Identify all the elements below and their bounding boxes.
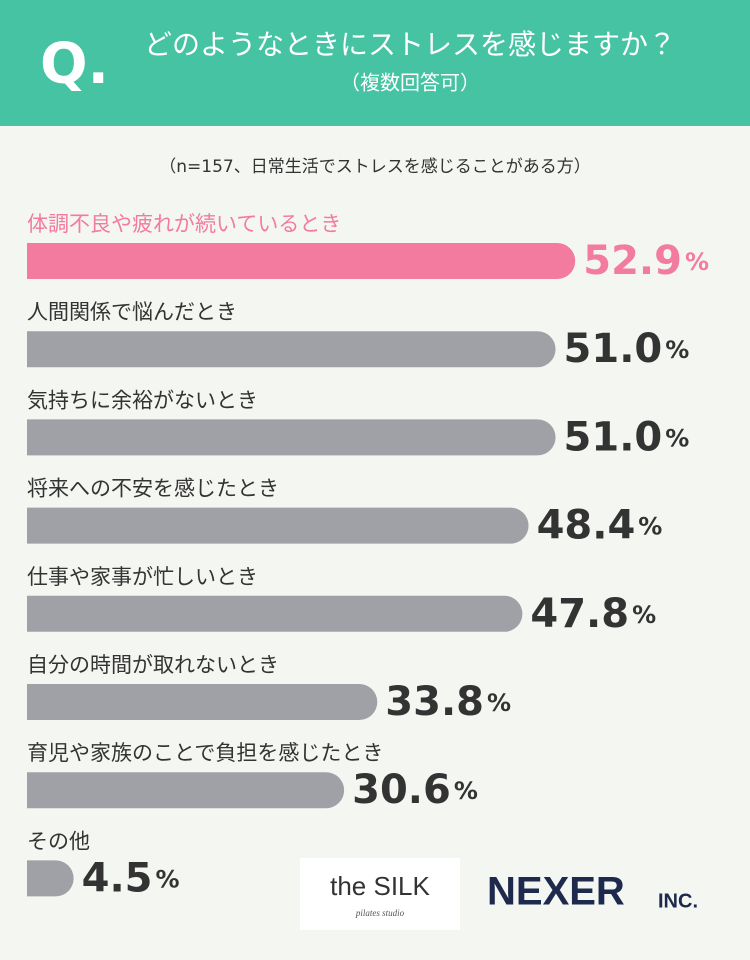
category-label: 体調不良や疲れが続いているとき bbox=[27, 212, 341, 236]
bar bbox=[27, 772, 345, 809]
nexer-logo: NEXER bbox=[487, 870, 625, 914]
value-number: 51.0 bbox=[564, 326, 663, 372]
value-number: 51.0 bbox=[564, 414, 663, 460]
bar bbox=[27, 595, 523, 632]
q-mark: Q. bbox=[40, 32, 109, 97]
category-label: 人間関係で悩んだとき bbox=[27, 300, 237, 324]
chart-subtitle: （複数回答可） bbox=[340, 71, 480, 95]
value-unit: % bbox=[638, 513, 662, 541]
bar bbox=[27, 243, 576, 279]
value-label: 33.8% bbox=[385, 679, 511, 725]
value-unit: % bbox=[665, 336, 689, 364]
nexer-suffix: INC. bbox=[658, 890, 698, 912]
value-unit: % bbox=[487, 689, 511, 717]
value-label: 47.8% bbox=[530, 591, 656, 637]
bar bbox=[27, 860, 74, 897]
value-unit: % bbox=[665, 424, 689, 452]
header bbox=[0, 0, 750, 126]
category-label: 自分の時間が取れないとき bbox=[27, 653, 279, 677]
value-label: 4.5% bbox=[82, 855, 180, 901]
value-label: 51.0% bbox=[564, 414, 690, 460]
category-label: 気持ちに余裕がないとき bbox=[27, 388, 258, 412]
value-number: 52.9 bbox=[583, 238, 682, 284]
value-unit: % bbox=[454, 777, 478, 805]
value-unit: % bbox=[155, 865, 179, 893]
silk-logo: the SILK bbox=[330, 871, 430, 901]
bar bbox=[27, 684, 378, 720]
value-number: 33.8 bbox=[385, 679, 484, 725]
value-label: 30.6% bbox=[352, 767, 478, 813]
note: （n=157、日常生活でストレスを感じることがある方） bbox=[159, 157, 590, 177]
value-number: 30.6 bbox=[352, 767, 451, 813]
category-label: その他 bbox=[27, 829, 90, 853]
bar bbox=[27, 507, 529, 544]
chart-title: どのようなときにストレスを感じますか？ bbox=[144, 28, 676, 61]
value-label: 52.9% bbox=[583, 238, 709, 284]
silk-logo-sub: pilates studio bbox=[355, 908, 405, 918]
silk-logo-box bbox=[300, 858, 460, 930]
bar bbox=[27, 331, 556, 368]
category-label: 仕事や家事が忙しいとき bbox=[27, 565, 258, 589]
category-label: 育児や家族のことで負担を感じたとき bbox=[27, 741, 383, 765]
bar bbox=[27, 419, 556, 456]
value-number: 47.8 bbox=[530, 591, 629, 637]
value-label: 51.0% bbox=[564, 326, 690, 372]
value-unit: % bbox=[632, 601, 656, 629]
value-number: 48.4 bbox=[537, 503, 636, 549]
category-label: 将来への不安を感じたとき bbox=[27, 477, 279, 501]
value-number: 4.5 bbox=[82, 855, 153, 901]
value-label: 48.4% bbox=[537, 503, 663, 549]
value-unit: % bbox=[685, 248, 709, 276]
